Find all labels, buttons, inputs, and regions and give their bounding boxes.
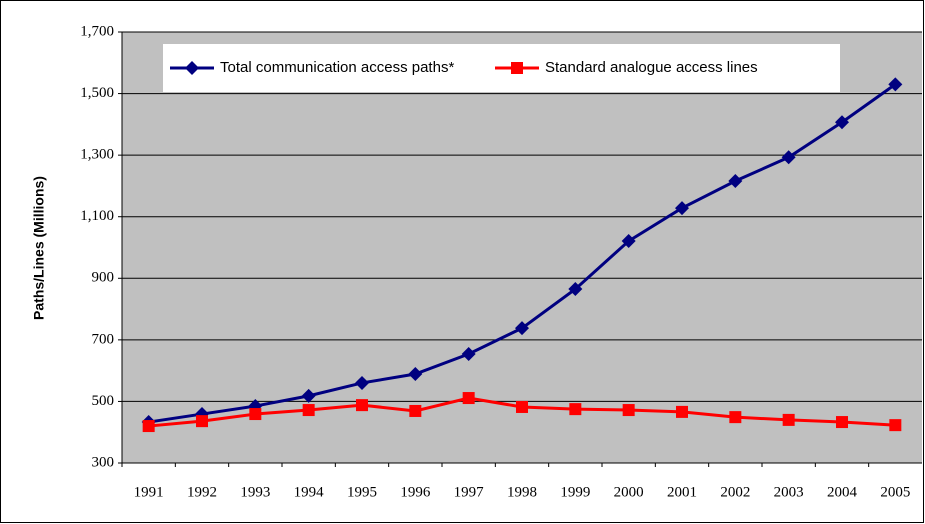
x-tick-label: 1999 (560, 484, 590, 500)
marker (568, 282, 583, 297)
x-tick-label: 2004 (827, 484, 858, 500)
marker (675, 201, 689, 216)
marker (249, 408, 262, 421)
legend-label: Total communication access paths* (220, 59, 454, 76)
marker (622, 404, 635, 417)
y-tick-label: 900 (92, 270, 115, 286)
marker (462, 392, 475, 405)
marker (511, 62, 523, 74)
marker (461, 347, 476, 362)
marker (782, 413, 795, 426)
marker (835, 115, 849, 130)
marker (409, 404, 422, 417)
x-tick-label: 1995 (347, 484, 377, 500)
y-tick-label: 1,700 (80, 23, 114, 39)
x-tick-label: 2005 (880, 484, 910, 500)
marker (515, 321, 529, 336)
marker (888, 77, 903, 92)
marker (355, 375, 369, 390)
marker (728, 174, 743, 189)
y-axis-label: Paths/Lines (Millions) (31, 176, 47, 320)
x-tick-label: 1994 (294, 484, 325, 500)
marker (781, 150, 796, 165)
x-tick-label: 1993 (240, 484, 270, 500)
marker (356, 399, 368, 412)
marker (621, 234, 636, 249)
marker (185, 61, 199, 75)
marker (302, 404, 315, 417)
x-tick-label: 1998 (507, 484, 537, 500)
y-tick-label: 300 (92, 454, 115, 470)
marker (569, 403, 582, 416)
marker (516, 400, 528, 413)
marker (142, 420, 155, 433)
y-tick-label: 700 (92, 331, 115, 347)
y-tick-label: 500 (92, 393, 115, 409)
x-tick-label: 2000 (614, 484, 644, 500)
marker (676, 405, 688, 418)
y-tick-label: 1,100 (80, 208, 114, 224)
y-tick-label: 1,500 (80, 85, 114, 101)
x-tick-label: 1996 (400, 484, 431, 500)
x-tick-label: 2001 (667, 484, 697, 500)
x-tick-label: 1997 (454, 484, 485, 500)
marker (889, 419, 902, 432)
y-tick-label: 1,300 (80, 147, 114, 163)
x-tick-label: 2003 (774, 484, 804, 500)
plot-area (122, 32, 922, 463)
x-tick-label: 1991 (134, 484, 164, 500)
x-tick-label: 2002 (720, 484, 750, 500)
marker (836, 416, 848, 429)
marker (729, 411, 742, 424)
marker (196, 415, 208, 428)
marker (408, 367, 423, 382)
x-tick-label: 1992 (187, 484, 217, 500)
legend-label: Standard analogue access lines (545, 59, 758, 76)
marker (301, 388, 316, 403)
